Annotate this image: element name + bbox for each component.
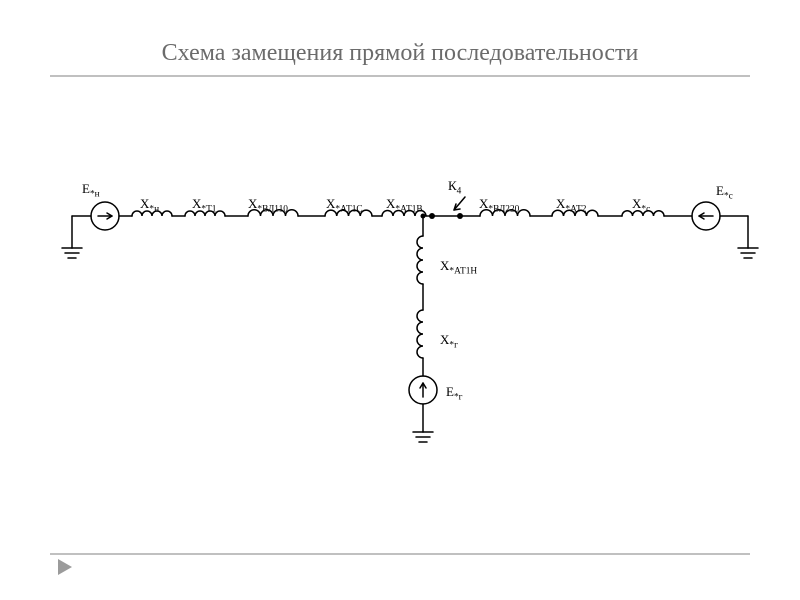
- label-source-bottom: E*г: [446, 384, 462, 403]
- label-source-left: E*н: [82, 181, 100, 200]
- play-marker-icon: [58, 559, 72, 575]
- bottom-rule: [50, 553, 750, 555]
- label-h-inductor-1: X*Т1: [192, 196, 216, 215]
- label-h-inductor-2: X*ВЛ110: [248, 196, 288, 215]
- label-fault: К4: [448, 178, 461, 197]
- label-v-inductor-0: X*АТ1Н: [440, 258, 477, 277]
- label-h-inductor-3: X*АТ1С: [326, 196, 363, 215]
- label-h-inductor-0: X*н: [140, 196, 159, 215]
- circuit-diagram: [0, 0, 800, 600]
- label-source-right: E*c: [716, 183, 733, 202]
- label-h-inductor-4: X*АТ1В: [386, 196, 423, 215]
- label-v-inductor-1: X*г: [440, 332, 458, 351]
- label-h-inductor-7: X*c: [632, 196, 650, 215]
- label-h-inductor-5: X*ВЛ220: [479, 196, 519, 215]
- label-h-inductor-6: X*АТ2: [556, 196, 586, 215]
